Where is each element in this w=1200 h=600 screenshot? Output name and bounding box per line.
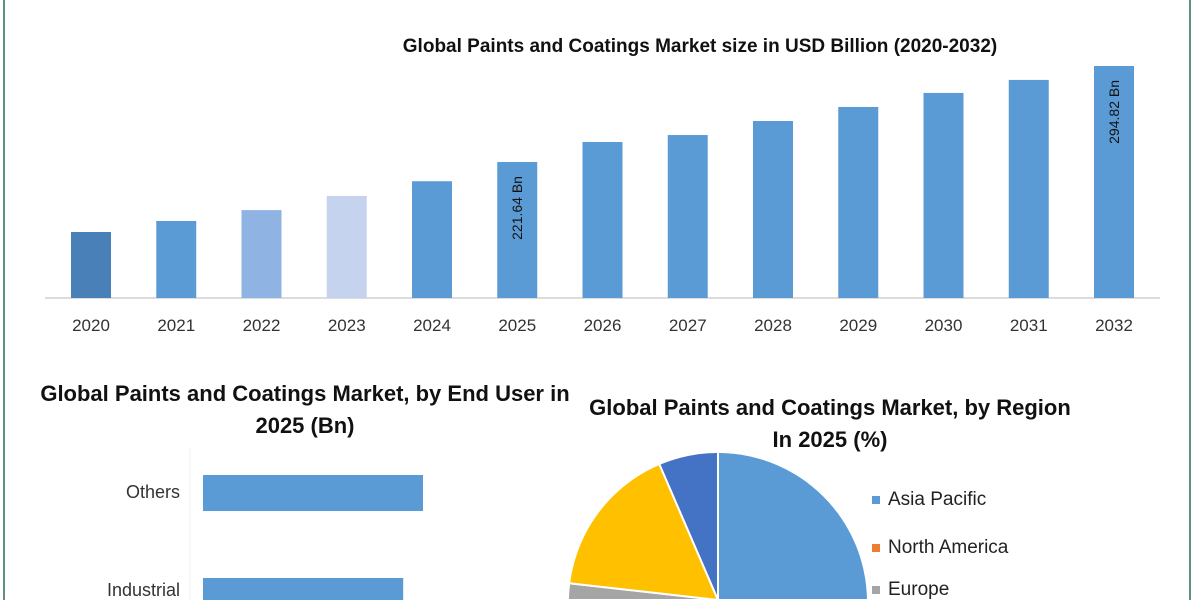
pie-slice-unlabeled-3 xyxy=(568,462,720,600)
x-tick-label-2028: 2028 xyxy=(754,316,792,335)
end-user-chart-title: Global Paints and Coatings Market, by En… xyxy=(40,381,570,438)
bar-2030 xyxy=(923,92,964,299)
bar-2031 xyxy=(1008,79,1049,298)
end-user-label-industrial: Industrial xyxy=(106,580,180,600)
bar-2024 xyxy=(412,181,452,298)
x-tick-label-2030: 2030 xyxy=(925,316,963,335)
legend-label: North America xyxy=(888,537,1009,558)
bar-2032 xyxy=(1094,66,1134,298)
x-tick-label-2024: 2024 xyxy=(413,316,451,335)
x-tick-label-2025: 2025 xyxy=(498,316,536,335)
bar-2022 xyxy=(241,210,282,298)
end-user-label-others: Others xyxy=(125,482,180,502)
bar-2021 xyxy=(156,220,197,298)
x-tick-label-2020: 2020 xyxy=(72,316,110,335)
bar-2020 xyxy=(71,232,111,298)
legend-swatch xyxy=(872,496,880,504)
x-tick-label-2027: 2027 xyxy=(669,316,707,335)
x-tick-label-2026: 2026 xyxy=(584,316,622,335)
x-tick-label-2021: 2021 xyxy=(157,316,195,335)
hbar-others xyxy=(203,475,423,511)
bar-2023 xyxy=(326,195,367,298)
bar-2025 xyxy=(497,162,538,298)
pie-slice-asia-pacific xyxy=(717,451,869,600)
data-label-2025: 221.64 Bn xyxy=(509,176,525,240)
data-label-2032: 294.82 Bn xyxy=(1106,80,1122,144)
pie-slice-unlabeled-4 xyxy=(657,451,719,600)
legend-swatch xyxy=(872,586,880,594)
legend-item-north-america: North America xyxy=(872,538,1008,558)
x-tick-label-2023: 2023 xyxy=(328,316,366,335)
legend-swatch xyxy=(872,544,880,552)
x-tick-label-2031: 2031 xyxy=(1010,316,1048,335)
hbar-industrial xyxy=(203,578,404,600)
image-frame xyxy=(3,0,1191,600)
legend-item-europe: Europe xyxy=(872,580,949,600)
legend-label: Asia Pacific xyxy=(888,489,987,510)
x-tick-label-2029: 2029 xyxy=(839,316,877,335)
bar-2026 xyxy=(582,141,623,298)
bar-2027 xyxy=(667,135,708,298)
x-tick-label-2022: 2022 xyxy=(243,316,281,335)
legend-item-asia-pacific: Asia Pacific xyxy=(872,490,986,510)
bar-2028 xyxy=(753,121,793,298)
x-tick-label-2032: 2032 xyxy=(1095,316,1133,335)
legend-label: Europe xyxy=(888,579,950,600)
bar-2029 xyxy=(838,106,879,298)
region-chart-title: Global Paints and Coatings Market, by Re… xyxy=(589,395,1071,452)
market-size-chart-title: Global Paints and Coatings Market size i… xyxy=(402,36,998,57)
